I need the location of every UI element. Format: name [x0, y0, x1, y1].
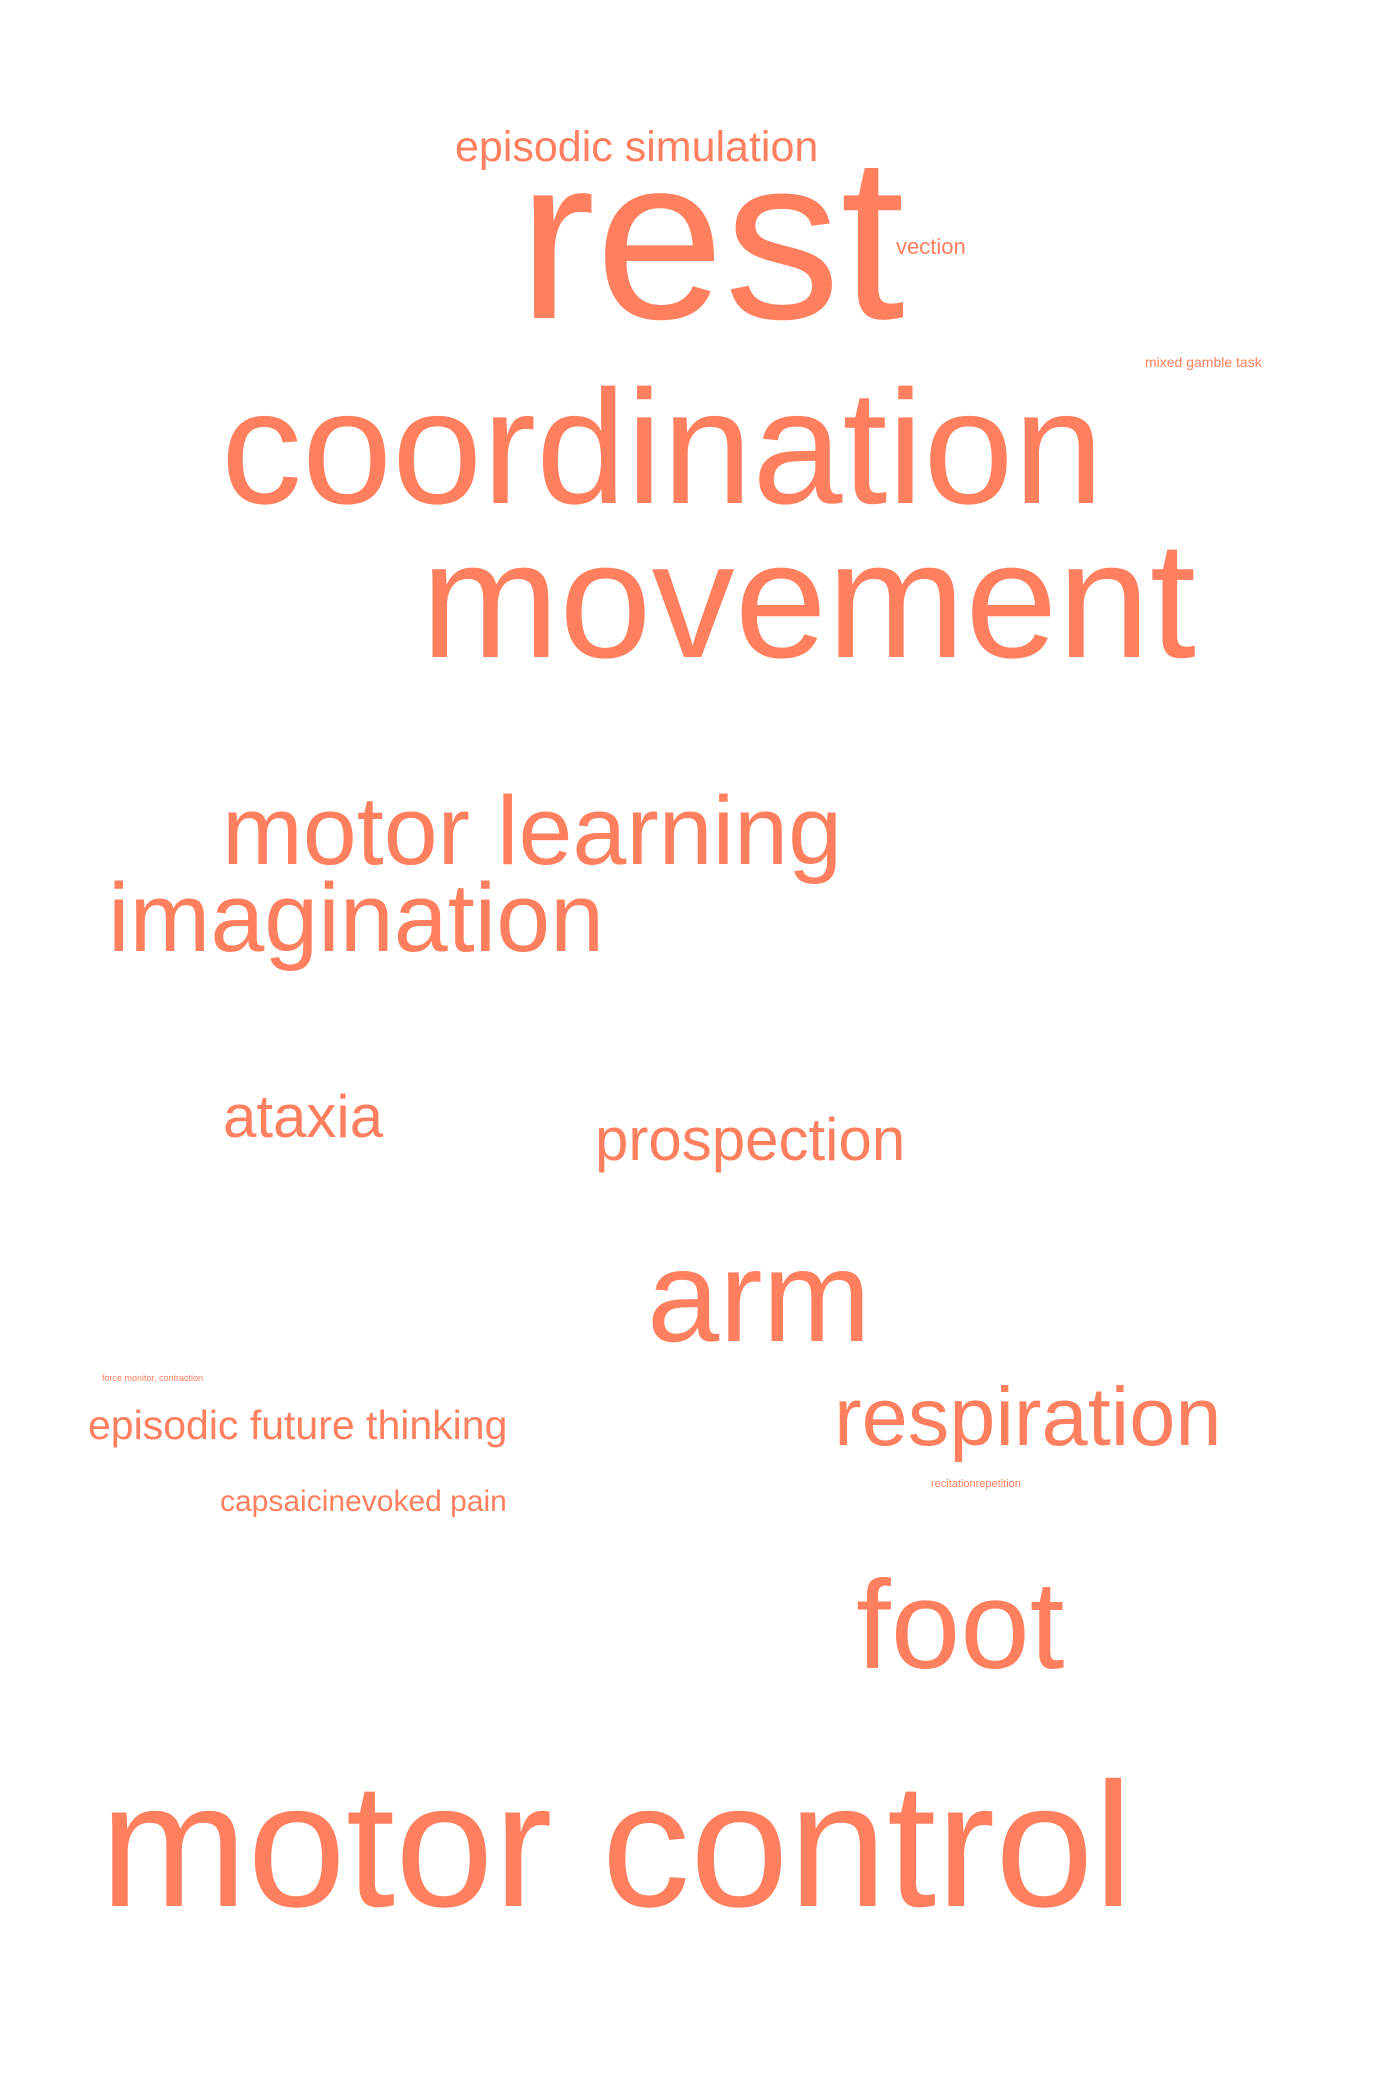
word-motor-control: motor control — [100, 1746, 1133, 1944]
word-arm: arm — [647, 1223, 871, 1369]
word-mixed-gamble-task: mixed gamble task — [1145, 354, 1262, 370]
word-episodic-future-thinking: episodic future thinking — [88, 1402, 508, 1448]
word-respiration: respiration — [834, 1370, 1222, 1463]
word-movement: movement — [421, 508, 1196, 693]
word-force-monitor: force monitor, contraction — [102, 1373, 204, 1383]
word-coordination: coordination — [221, 357, 1104, 538]
word-recitation-repetition: recitationrepetition — [931, 1478, 1021, 1490]
word-foot: foot — [856, 1556, 1065, 1695]
word-ataxia: ataxia — [223, 1083, 384, 1150]
word-motor-learning: motor learning — [222, 776, 843, 885]
word-imagination: imagination — [108, 863, 605, 972]
word-episodic-simulation: episodic simulation — [455, 123, 819, 171]
word-rest: rest — [518, 109, 905, 368]
word-capsaicin-evoked-pain: capsaicinevoked pain — [220, 1485, 507, 1518]
word-prospection: prospection — [595, 1106, 906, 1173]
word-vection: vection — [896, 234, 966, 259]
